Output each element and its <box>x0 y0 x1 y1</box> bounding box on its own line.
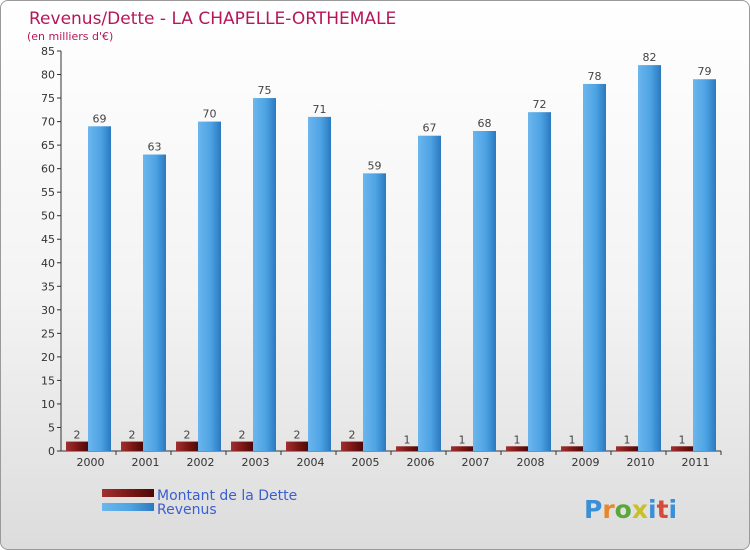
x-tick-label: 2004 <box>297 456 325 469</box>
y-tick-label: 75 <box>41 92 55 105</box>
data-label-debt: 2 <box>294 429 301 442</box>
x-tick-label: 2002 <box>187 456 215 469</box>
x-tick-label: 2009 <box>572 456 600 469</box>
data-label-debt: 2 <box>349 429 356 442</box>
bar-debt <box>121 441 143 451</box>
bar-debt <box>231 441 253 451</box>
data-label-debt: 2 <box>239 429 246 442</box>
x-tick-label: 2000 <box>77 456 105 469</box>
data-label-revenue: 75 <box>258 84 272 97</box>
data-label-debt: 1 <box>404 433 411 446</box>
data-label-revenue: 67 <box>423 122 437 135</box>
bar-debt <box>396 446 418 451</box>
legend-swatch-debt <box>102 489 154 497</box>
data-label-debt: 1 <box>569 433 576 446</box>
y-tick-label: 55 <box>41 186 55 199</box>
x-tick-label: 2007 <box>462 456 490 469</box>
proxiti-logo-text: Proxiti <box>584 495 677 524</box>
y-tick-label: 65 <box>41 139 55 152</box>
x-tick-label: 2005 <box>352 456 380 469</box>
legend-swatch-revenue <box>102 503 154 511</box>
legend-label-revenue: Revenus <box>157 502 217 518</box>
bar-revenue <box>253 98 276 451</box>
data-labels: 2 69 2 63 2 70 2 75 2 71 2 59 1 67 1 68 1 72 1 78 1 82 1 79 <box>74 51 712 446</box>
y-tick-label: 80 <box>41 69 55 82</box>
bar-revenue <box>418 135 441 452</box>
y-tick-label: 0 <box>48 445 55 458</box>
chart-title: Revenus/Dette - LA CHAPELLE-ORTHEMALE <box>29 9 396 29</box>
bar-debt <box>506 446 528 451</box>
data-label-debt: 1 <box>514 433 521 446</box>
x-tick-label: 2011 <box>682 456 710 469</box>
data-label-revenue: 63 <box>148 141 162 154</box>
x-tick-label: 2001 <box>132 456 160 469</box>
y-tick-label: 85 <box>41 45 55 58</box>
bar-revenue <box>308 116 331 451</box>
bars <box>66 65 716 452</box>
y-tick-label: 45 <box>41 233 55 246</box>
bar-debt <box>451 446 473 451</box>
bar-revenue <box>528 112 551 452</box>
bar-debt <box>616 446 638 451</box>
data-label-revenue: 72 <box>533 98 547 111</box>
bar-revenue <box>693 79 716 451</box>
y-tick-label: 70 <box>41 116 55 129</box>
y-tick-label: 40 <box>41 257 55 270</box>
y-tick-label: 35 <box>41 280 55 293</box>
bar-revenue <box>198 121 221 452</box>
x-tick-label: 2006 <box>407 456 435 469</box>
data-label-revenue: 82 <box>643 51 657 64</box>
x-tick-label: 2010 <box>627 456 655 469</box>
bar-debt <box>341 441 363 451</box>
data-label-debt: 1 <box>679 433 686 446</box>
y-tick-label: 5 <box>48 421 55 434</box>
bar-debt <box>176 441 198 451</box>
legend-label-debt: Montant de la Dette <box>157 488 297 504</box>
proxiti-logo: Proxiti <box>584 495 677 524</box>
data-label-debt: 1 <box>459 433 466 446</box>
bar-debt <box>286 441 308 451</box>
bar-revenue <box>473 131 496 451</box>
bar-debt <box>671 446 693 451</box>
y-axis: 0 5 10 15 20 25 30 35 40 45 50 55 60 65 70 75 80 85 <box>41 45 62 458</box>
y-tick-label: 25 <box>41 327 55 340</box>
x-axis: 2000 2001 2002 2003 2004 2005 2006 2007 2008 2009… <box>61 450 722 469</box>
y-tick-label: 60 <box>41 163 55 176</box>
bar-revenue <box>638 65 661 451</box>
bar-debt <box>66 441 88 451</box>
y-tick-label: 30 <box>41 304 55 317</box>
y-tick-label: 50 <box>41 210 55 223</box>
data-label-debt: 2 <box>129 429 136 442</box>
data-label-revenue: 71 <box>313 103 327 116</box>
y-tick-label: 20 <box>41 351 55 364</box>
data-label-revenue: 68 <box>478 117 492 130</box>
chart-subtitle: (en milliers d'€) <box>27 30 113 43</box>
data-label-revenue: 79 <box>698 65 712 78</box>
x-tick-label: 2003 <box>242 456 270 469</box>
data-label-debt: 2 <box>74 429 81 442</box>
legend: Montant de la Dette Revenus <box>102 488 297 518</box>
y-tick-label: 15 <box>41 374 55 387</box>
data-label-debt: 2 <box>184 429 191 442</box>
data-label-revenue: 69 <box>93 112 107 125</box>
bar-revenue <box>88 126 111 451</box>
x-tick-label: 2008 <box>517 456 545 469</box>
data-label-revenue: 59 <box>368 159 382 172</box>
bar-debt <box>561 446 583 451</box>
y-tick-label: 10 <box>41 398 55 411</box>
data-label-revenue: 78 <box>588 70 602 83</box>
bar-revenue <box>143 154 166 451</box>
bar-revenue <box>583 83 606 452</box>
data-label-revenue: 70 <box>203 108 217 121</box>
bar-revenue <box>363 173 386 451</box>
data-label-debt: 1 <box>624 433 631 446</box>
